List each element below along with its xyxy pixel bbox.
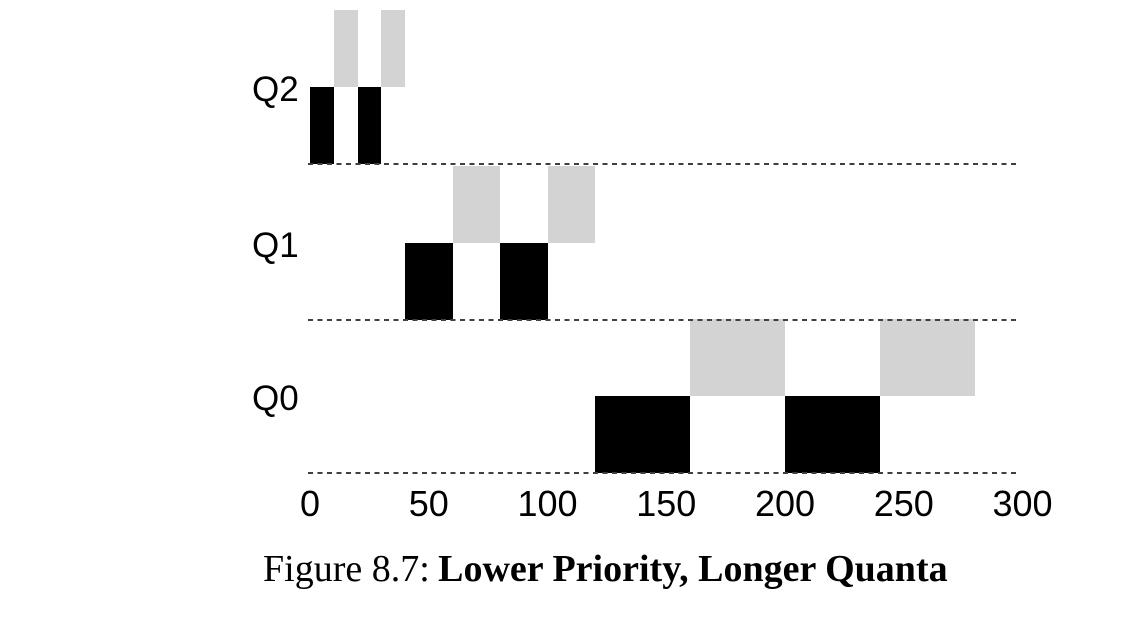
queue-label-q0: Q0 bbox=[252, 379, 299, 418]
run-segment-q1-40-60 bbox=[405, 242, 453, 320]
run-segment-q2-30-40 bbox=[381, 10, 405, 87]
queue-label-q2: Q2 bbox=[252, 70, 299, 109]
x-tick-label-150: 150 bbox=[636, 483, 697, 524]
queue-baseline-q2 bbox=[308, 163, 1020, 165]
run-segment-q2-0-10 bbox=[310, 87, 334, 164]
queue-baseline-q0 bbox=[308, 472, 1020, 474]
x-tick-label-300: 300 bbox=[992, 483, 1053, 524]
run-segment-q2-10-20 bbox=[333, 10, 358, 87]
x-tick-label-0: 0 bbox=[299, 483, 321, 524]
run-segment-q0-160-200 bbox=[690, 319, 785, 396]
run-segment-q0-120-160 bbox=[595, 396, 690, 473]
run-segment-q0-240-280 bbox=[880, 319, 975, 396]
run-segment-q1-100-120 bbox=[547, 165, 595, 243]
caption-figure-number: Figure 8.7: bbox=[263, 548, 430, 590]
run-segment-q1-60-80 bbox=[452, 165, 500, 243]
x-tick-label-100: 100 bbox=[517, 483, 578, 524]
run-segment-q0-200-240 bbox=[785, 396, 880, 473]
run-segment-q2-20-30 bbox=[357, 87, 382, 164]
x-tick-label-200: 200 bbox=[754, 483, 816, 524]
figure-caption: Figure 8.7: Lower Priority, Longer Quanta bbox=[263, 548, 948, 590]
run-segment-q1-80-100 bbox=[500, 242, 548, 320]
x-tick-label-50: 50 bbox=[408, 483, 449, 524]
caption-title: Lower Priority, Longer Quanta bbox=[438, 548, 948, 590]
queue-label-q1: Q1 bbox=[252, 225, 299, 265]
queue-baseline-q1 bbox=[308, 318, 1020, 321]
x-tick-label-250: 250 bbox=[873, 483, 934, 524]
